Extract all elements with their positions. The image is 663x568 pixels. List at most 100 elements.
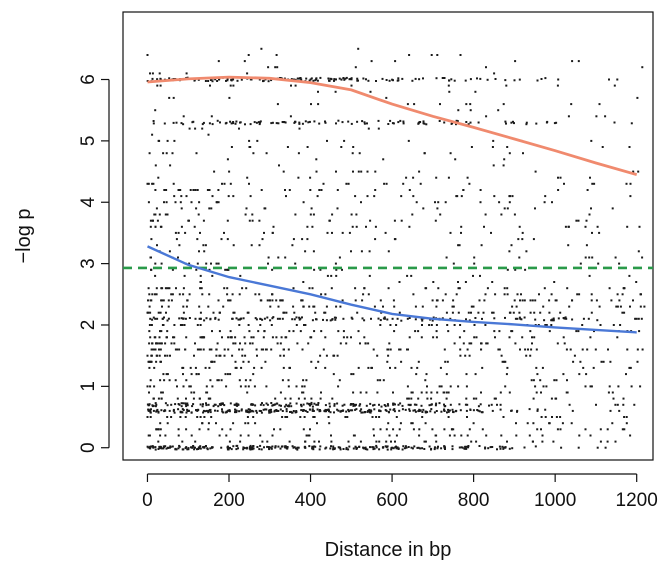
data-point xyxy=(223,404,226,407)
data-point xyxy=(343,78,346,81)
data-point xyxy=(562,336,565,339)
data-point xyxy=(389,348,392,351)
data-point xyxy=(148,360,151,363)
data-point xyxy=(309,213,312,216)
data-point xyxy=(397,121,400,124)
data-point xyxy=(386,360,389,363)
data-point xyxy=(524,268,527,271)
data-point xyxy=(388,434,391,437)
data-point xyxy=(424,422,427,425)
data-point xyxy=(182,311,185,314)
data-point xyxy=(422,122,425,125)
data-point xyxy=(506,366,509,369)
data-point xyxy=(315,158,318,161)
data-point xyxy=(261,440,264,443)
data-point xyxy=(379,324,382,326)
data-point xyxy=(448,90,451,93)
data-point xyxy=(216,379,219,382)
data-point xyxy=(263,207,266,210)
data-point xyxy=(363,121,366,124)
data-point xyxy=(299,416,302,418)
data-point xyxy=(567,225,570,228)
data-point xyxy=(499,391,502,394)
data-point xyxy=(288,330,291,333)
data-point xyxy=(458,403,461,406)
data-point xyxy=(334,262,337,265)
data-point xyxy=(227,348,230,351)
data-point xyxy=(486,287,489,290)
data-point xyxy=(593,330,595,333)
data-point xyxy=(550,293,553,296)
data-point xyxy=(539,311,542,314)
data-point xyxy=(246,391,249,394)
data-point xyxy=(609,360,612,363)
data-point xyxy=(555,121,558,124)
data-point xyxy=(149,336,152,339)
data-point xyxy=(324,311,327,314)
data-point xyxy=(530,348,533,351)
data-point xyxy=(575,330,578,333)
data-point xyxy=(397,79,400,82)
data-point xyxy=(319,268,322,271)
data-point xyxy=(237,447,239,450)
data-point xyxy=(225,411,228,414)
data-point xyxy=(571,299,573,302)
data-point xyxy=(314,79,317,82)
data-point xyxy=(467,446,470,449)
data-point xyxy=(336,189,339,191)
data-point xyxy=(376,379,379,382)
data-point xyxy=(422,120,425,123)
data-point xyxy=(323,410,326,413)
data-point xyxy=(543,287,546,290)
data-point xyxy=(193,391,196,394)
data-point xyxy=(306,411,309,413)
data-point xyxy=(199,447,202,450)
data-point xyxy=(196,189,199,191)
data-point xyxy=(608,287,611,290)
data-point xyxy=(386,318,389,321)
data-point xyxy=(344,416,347,418)
data-point xyxy=(171,445,174,448)
data-point xyxy=(529,311,532,314)
data-point xyxy=(284,397,287,400)
data-point xyxy=(568,403,571,406)
data-point xyxy=(508,201,511,204)
data-point xyxy=(252,336,255,339)
data-point xyxy=(464,281,467,283)
data-point xyxy=(177,447,180,450)
data-point xyxy=(173,336,176,339)
data-point xyxy=(247,360,250,363)
data-point xyxy=(236,79,239,82)
data-point xyxy=(217,405,220,408)
data-point xyxy=(431,428,434,431)
data-point xyxy=(540,391,542,394)
data-point xyxy=(572,360,575,363)
data-point xyxy=(154,448,157,451)
data-point xyxy=(183,324,186,326)
data-point xyxy=(475,397,478,400)
data-point xyxy=(179,410,182,413)
data-point xyxy=(244,123,246,126)
data-point xyxy=(566,379,568,382)
data-point xyxy=(275,54,278,56)
data-point xyxy=(295,447,297,450)
data-point xyxy=(204,366,207,369)
data-point xyxy=(239,385,242,388)
data-point xyxy=(350,84,353,87)
data-point xyxy=(279,299,282,302)
data-point xyxy=(247,434,250,437)
data-point xyxy=(386,448,389,451)
data-point xyxy=(149,379,152,382)
lower-smooth-curve xyxy=(147,245,637,334)
data-point xyxy=(535,366,538,369)
data-point xyxy=(477,121,480,124)
data-point xyxy=(185,336,188,339)
data-point xyxy=(204,80,207,82)
data-point xyxy=(248,219,251,222)
data-point xyxy=(157,410,160,413)
data-point xyxy=(433,446,436,449)
data-point xyxy=(330,434,332,437)
data-point xyxy=(221,408,223,411)
data-point xyxy=(359,342,361,345)
data-point xyxy=(147,408,150,411)
